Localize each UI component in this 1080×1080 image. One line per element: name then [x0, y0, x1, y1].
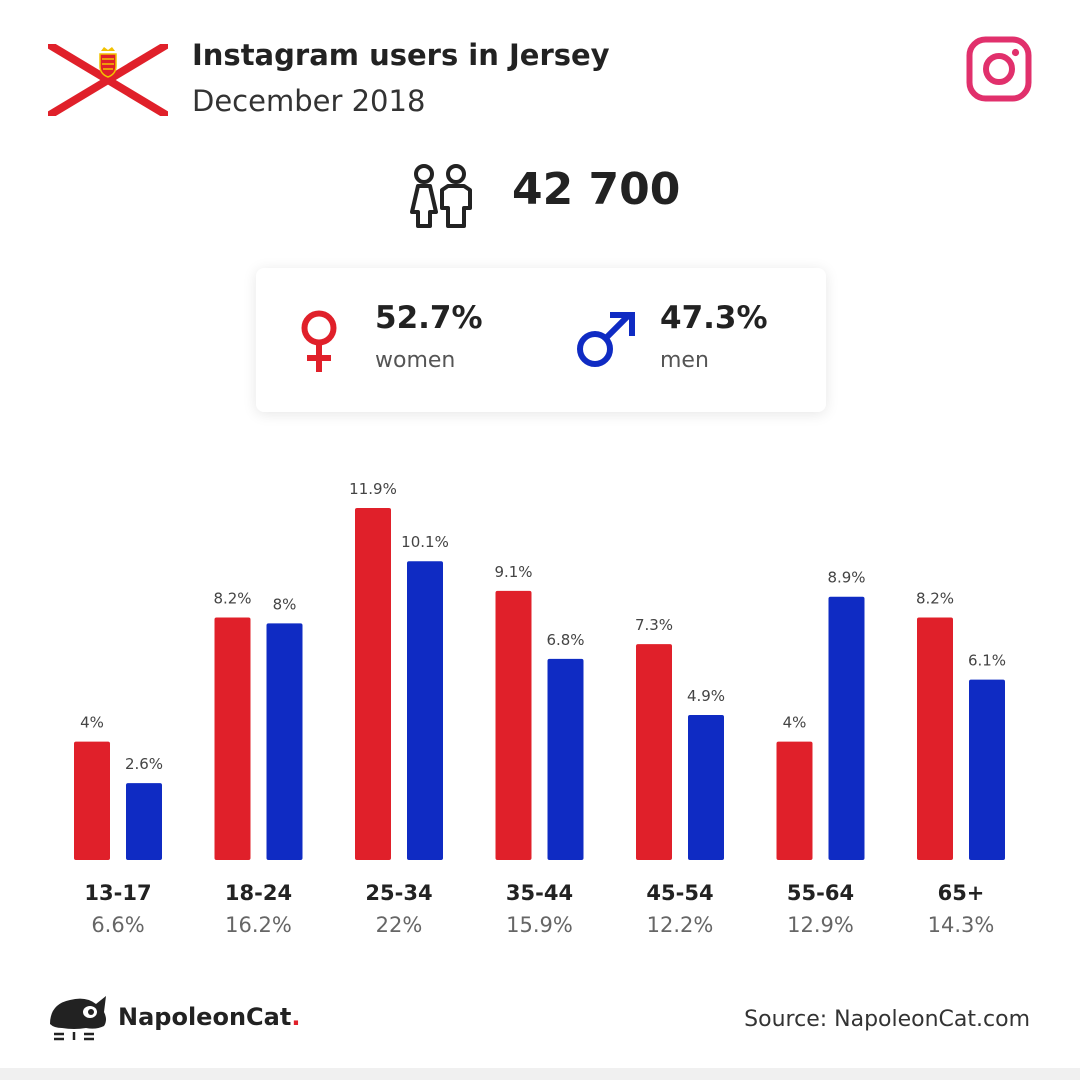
age-category-label: 65+ [938, 881, 985, 905]
age-category-total: 15.9% [506, 913, 573, 937]
male-icon [577, 312, 635, 367]
bar-value-label: 2.6% [125, 755, 163, 773]
bar-value-label: 7.3% [635, 616, 673, 634]
bar-value-label: 8.2% [213, 589, 251, 607]
bar-25-34-men [407, 561, 443, 860]
page-subtitle: December 2018 [192, 84, 426, 118]
bar-value-label: 6.8% [546, 631, 584, 649]
bar-value-label: 4.9% [687, 687, 725, 705]
bar-55-64-women [776, 741, 813, 860]
bottom-divider [0, 1068, 1080, 1080]
bar-value-label: 11.9% [349, 480, 397, 498]
bar-25-34-women [355, 508, 391, 860]
total-users: 42 700 [512, 164, 681, 215]
age-category-total: 12.9% [787, 913, 854, 937]
instagram-icon [966, 36, 1032, 102]
age-category-label: 55-64 [787, 881, 854, 905]
bar-18-24-women [214, 617, 251, 860]
women-percentage: 52.7% [375, 300, 483, 336]
bar-value-label: 6.1% [968, 652, 1006, 670]
men-percentage: 47.3% [660, 300, 768, 336]
bar-value-label: 4% [783, 714, 807, 732]
age-category-label: 45-54 [646, 881, 713, 905]
age-category-label: 35-44 [506, 881, 573, 905]
source-note: Source: NapoleonCat.com [744, 1007, 1030, 1032]
age-category-total: 12.2% [647, 913, 714, 937]
age-category-total: 14.3% [928, 913, 995, 937]
bar-18-24-men [266, 623, 303, 860]
age-category-label: 18-24 [225, 881, 292, 905]
page-title: Instagram users in Jersey [192, 38, 610, 72]
age-category-total: 22% [376, 913, 423, 937]
bar-45-54-men [688, 715, 724, 860]
brand-name: NapoleonCat. [118, 1003, 301, 1031]
gender-split-card: 52.7% women 47.3% men [256, 268, 826, 412]
bar-value-label: 8.2% [916, 589, 954, 607]
bar-55-64-men [828, 596, 865, 860]
bar-13-17-women [74, 741, 110, 860]
female-icon [301, 310, 337, 372]
age-gender-bar-chart: 4% 2.6% 13-17 6.6% 8.2% 8% 18-24 16.2% 11.9% 10.1… [74, 480, 1006, 937]
bar-13-17-men [126, 783, 162, 860]
jersey-flag-icon [48, 44, 168, 116]
bar-value-label: 8% [273, 595, 297, 613]
bar-65+-men [969, 679, 1005, 860]
napoleoncat-logo-icon [50, 996, 106, 1041]
bar-value-label: 4% [80, 714, 104, 732]
bar-value-label: 8.9% [827, 569, 865, 587]
users-icon [410, 164, 472, 228]
age-category-label: 25-34 [365, 881, 432, 905]
age-category-total: 16.2% [225, 913, 292, 937]
bar-value-label: 10.1% [401, 533, 449, 551]
bar-35-44-men [547, 658, 584, 860]
age-category-total: 6.6% [91, 913, 144, 937]
women-label: women [375, 348, 456, 373]
age-category-label: 13-17 [84, 881, 151, 905]
bar-35-44-women [495, 590, 532, 860]
bar-65+-women [917, 617, 953, 860]
bar-45-54-women [636, 644, 672, 860]
bar-value-label: 9.1% [494, 563, 532, 581]
men-label: men [660, 348, 709, 373]
